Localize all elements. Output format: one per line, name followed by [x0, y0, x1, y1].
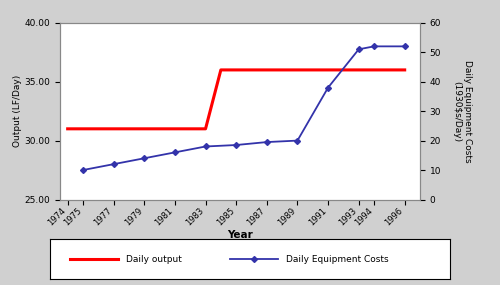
Daily output	[210, 98, 216, 101]
Daily output	[325, 68, 331, 72]
Text: Daily output: Daily output	[126, 255, 182, 264]
Daily Equipment Costs	[80, 168, 86, 172]
Daily Equipment Costs	[294, 139, 300, 142]
Daily Equipment Costs	[325, 86, 331, 89]
Daily output	[80, 127, 86, 131]
Text: Daily Equipment Costs: Daily Equipment Costs	[286, 255, 388, 264]
Daily Equipment Costs	[110, 162, 116, 166]
Daily Equipment Costs	[264, 140, 270, 144]
Daily output	[172, 127, 178, 131]
Daily output	[264, 68, 270, 72]
Daily Equipment Costs	[142, 156, 148, 160]
Daily output	[233, 68, 239, 72]
Daily output	[110, 127, 116, 131]
Daily output	[64, 127, 70, 131]
Daily Equipment Costs	[202, 145, 208, 148]
Daily Equipment Costs	[233, 143, 239, 147]
Daily output	[356, 68, 362, 72]
Line: Daily output: Daily output	[68, 70, 404, 129]
Daily output	[142, 127, 148, 131]
X-axis label: Year: Year	[227, 230, 253, 240]
Y-axis label: Output (LF/Day): Output (LF/Day)	[12, 75, 22, 147]
Daily Equipment Costs	[172, 151, 178, 154]
Daily output	[202, 127, 208, 131]
Y-axis label: Daily Equipment Costs
(1930$s/Day): Daily Equipment Costs (1930$s/Day)	[452, 60, 471, 162]
Daily output	[218, 68, 224, 72]
Daily Equipment Costs	[356, 48, 362, 51]
Daily Equipment Costs	[402, 45, 407, 48]
Daily Equipment Costs	[371, 45, 377, 48]
Daily output	[402, 68, 407, 72]
Daily output	[371, 68, 377, 72]
Line: Daily Equipment Costs: Daily Equipment Costs	[81, 44, 407, 172]
Daily output	[294, 68, 300, 72]
